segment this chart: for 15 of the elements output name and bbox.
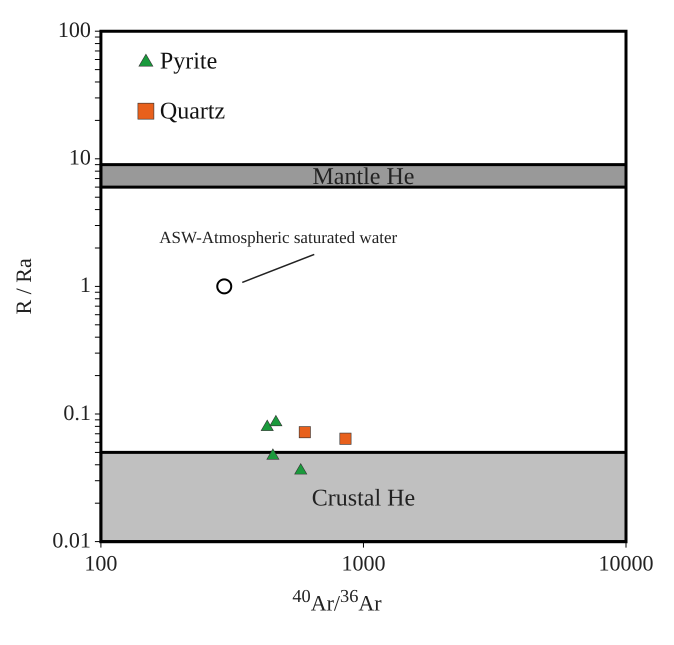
legend-label: Pyrite bbox=[160, 48, 218, 74]
y-tick-label: 0.1 bbox=[63, 400, 91, 425]
y-tick-label: 0.01 bbox=[52, 527, 91, 552]
x-tick-label: 10000 bbox=[598, 550, 654, 576]
y-tick-label: 10 bbox=[68, 144, 91, 170]
x-axis-title: $^{40}$Ar/$^{36}$Ar bbox=[291, 586, 383, 616]
x-tick-label: 100 bbox=[84, 550, 118, 576]
y-tick-label: 100 bbox=[58, 16, 91, 42]
y-axis-title: R / Ra bbox=[10, 258, 36, 315]
x-tick-label: 1000 bbox=[341, 550, 386, 576]
band-label: Crustal He bbox=[312, 485, 416, 512]
annotation: ASW-Atmospheric saturated water bbox=[159, 228, 398, 247]
legend-label: Quartz bbox=[160, 98, 226, 124]
band-label: Mantle He bbox=[312, 164, 414, 190]
y-tick-label: 1 bbox=[80, 272, 91, 298]
